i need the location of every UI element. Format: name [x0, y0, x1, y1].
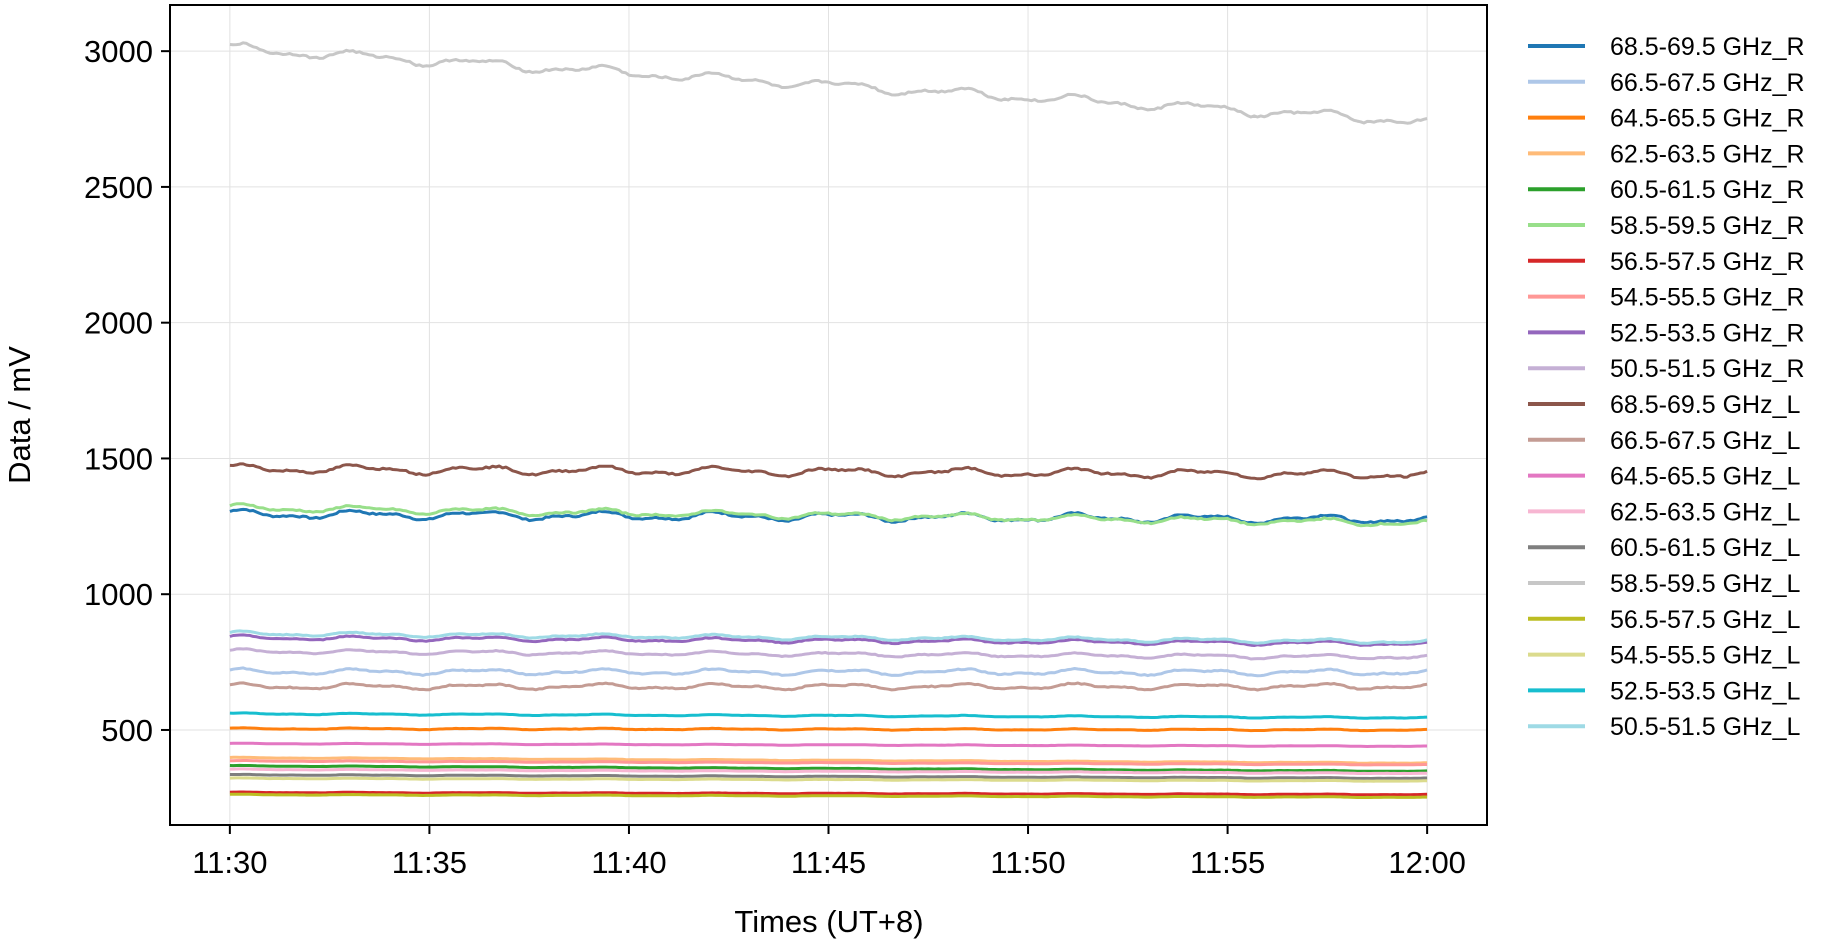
series-line — [229, 711, 1428, 720]
legend-label: 58.5-59.5 GHz_R — [1610, 212, 1805, 240]
series-line — [229, 629, 1428, 645]
x-axis: 11:30 11:35 11:40 11:45 11:50 11:55 12:00 — [192, 825, 1466, 880]
x-tick-label: 11:30 — [192, 845, 267, 880]
y-tick-label: 500 — [101, 713, 153, 748]
x-tick-label: 11:50 — [990, 845, 1065, 880]
series-line — [229, 681, 1428, 692]
series-line — [229, 755, 1428, 765]
series-line — [229, 772, 1428, 780]
legend-label: 54.5-55.5 GHz_L — [1610, 642, 1800, 670]
series-line — [229, 633, 1428, 647]
legend-label: 66.5-67.5 GHz_R — [1610, 69, 1805, 97]
legend-label: 66.5-67.5 GHz_L — [1610, 427, 1800, 455]
legend-label: 50.5-51.5 GHz_L — [1610, 713, 1800, 741]
x-tick-label: 11:35 — [392, 845, 467, 880]
series-line — [229, 647, 1428, 661]
series-line — [229, 666, 1428, 678]
series-line — [229, 792, 1428, 799]
legend-label: 52.5-53.5 GHz_R — [1610, 319, 1805, 347]
legend-label: 62.5-63.5 GHz_R — [1610, 140, 1805, 168]
series-line — [229, 41, 1428, 125]
grid — [170, 5, 1487, 825]
y-tick-label: 2500 — [84, 170, 153, 205]
legend-label: 64.5-65.5 GHz_L — [1610, 463, 1800, 491]
legend-label: 54.5-55.5 GHz_R — [1610, 284, 1805, 312]
y-tick-label: 1000 — [84, 577, 153, 612]
series-line — [229, 767, 1428, 775]
series-line — [229, 726, 1428, 733]
series-line — [229, 502, 1428, 528]
legend-label: 58.5-59.5 GHz_L — [1610, 570, 1800, 598]
legend-label: 62.5-63.5 GHz_L — [1610, 498, 1800, 526]
legend-label: 68.5-69.5 GHz_L — [1610, 391, 1800, 419]
series-line — [229, 507, 1428, 525]
series-line — [229, 790, 1428, 797]
legend-label: 52.5-53.5 GHz_L — [1610, 677, 1800, 705]
x-tick-label: 11:45 — [791, 845, 866, 880]
legend-label: 56.5-57.5 GHz_L — [1610, 606, 1800, 634]
x-axis-title: Times (UT+8) — [734, 904, 923, 939]
y-axis-title: Data / mV — [2, 346, 37, 484]
series-line — [229, 763, 1428, 773]
y-tick-label: 3000 — [84, 34, 153, 69]
series-line — [229, 741, 1428, 748]
y-axis: 500 1000 1500 2000 2500 3000 — [84, 34, 170, 748]
legend-label: 60.5-61.5 GHz_R — [1610, 176, 1805, 204]
legend-label: 50.5-51.5 GHz_R — [1610, 355, 1805, 383]
legend-label: 64.5-65.5 GHz_R — [1610, 105, 1805, 133]
x-tick-label: 12:00 — [1388, 845, 1466, 880]
plot-series — [229, 41, 1428, 799]
x-tick-label: 11:55 — [1190, 845, 1265, 880]
legend: 68.5-69.5 GHz_R 66.5-67.5 GHz_R 64.5-65.5 … — [1528, 33, 1805, 741]
y-tick-label: 1500 — [84, 441, 153, 476]
legend-label: 60.5-61.5 GHz_L — [1610, 534, 1800, 562]
legend-label: 56.5-57.5 GHz_R — [1610, 248, 1805, 276]
x-tick-label: 11:40 — [591, 845, 666, 880]
series-line — [229, 776, 1428, 783]
y-tick-label: 2000 — [84, 306, 153, 341]
series-line — [229, 462, 1428, 481]
series-line — [229, 759, 1428, 767]
legend-label: 68.5-69.5 GHz_R — [1610, 33, 1805, 61]
